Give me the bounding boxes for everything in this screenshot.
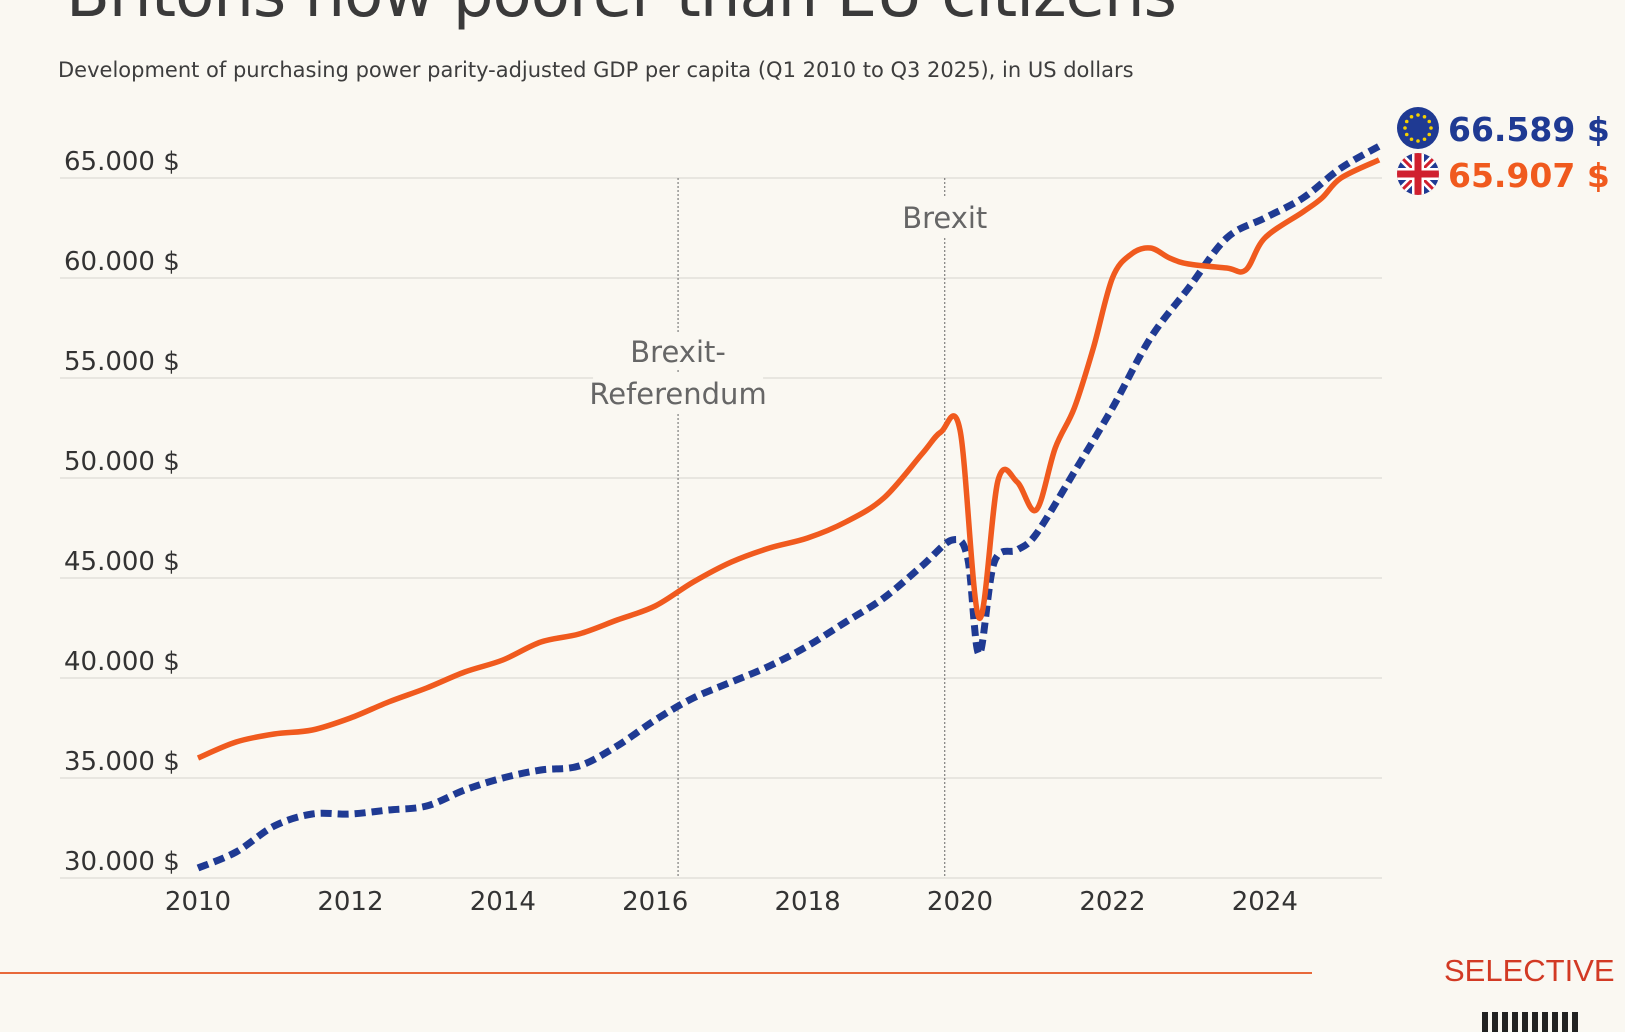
- annotation-bg: [593, 374, 764, 412]
- y-tick-label: 60.000 $: [64, 247, 180, 277]
- y-tick-label: 65.000 $: [64, 147, 180, 177]
- x-tick-label: 2012: [317, 887, 383, 917]
- annotation-label: Referendum: [589, 377, 766, 411]
- y-tick-label: 45.000 $: [64, 547, 180, 577]
- divider: [0, 972, 1312, 974]
- x-tick-label: 2020: [927, 887, 993, 917]
- x-tick-label: 2014: [470, 887, 536, 917]
- x-tick-label: 2010: [165, 887, 231, 917]
- y-tick-label: 55.000 $: [64, 347, 180, 377]
- annotation-bg: [618, 332, 738, 370]
- y-tick-label: 50.000 $: [64, 447, 180, 477]
- eu-star: [1427, 119, 1432, 124]
- x-tick-label: 2016: [622, 887, 688, 917]
- eu-star: [1409, 114, 1414, 119]
- qr-code: [1482, 1012, 1582, 1032]
- uk-value-label: 65.907 $: [1448, 156, 1610, 195]
- annotation-label: Brexit: [902, 201, 987, 235]
- x-tick-label: 2022: [1079, 887, 1145, 917]
- chart-subtitle: Development of purchasing power parity-a…: [58, 58, 1134, 82]
- brand-logo: SELECTIVE: [1444, 953, 1615, 988]
- eu-star: [1422, 137, 1427, 142]
- eu-star: [1427, 132, 1432, 137]
- eu-star: [1422, 114, 1427, 119]
- eu-star: [1404, 119, 1409, 124]
- eu-star: [1416, 113, 1420, 117]
- eu-star: [1404, 132, 1409, 137]
- eu-flag-icon: [1397, 107, 1439, 149]
- eu-star: [1429, 126, 1433, 130]
- x-tick-label: 2018: [775, 887, 841, 917]
- y-tick-label: 30.000 $: [64, 847, 180, 877]
- annotation-label: Brexit-: [630, 335, 726, 369]
- y-tick-label: 40.000 $: [64, 647, 180, 677]
- y-tick-label: 35.000 $: [64, 747, 180, 777]
- eu-star: [1416, 139, 1420, 143]
- eu-star: [1409, 137, 1414, 142]
- x-tick-label: 2024: [1232, 887, 1298, 917]
- uk-series-line: [196, 157, 1381, 761]
- annotation-bg: [893, 198, 996, 236]
- eu-value-label: 66.589 $: [1448, 110, 1610, 149]
- chart-title: Britons now poorer than EU citizens: [66, 0, 1177, 32]
- uk-flag-icon: [1397, 153, 1439, 195]
- eu-series-line: [196, 143, 1381, 872]
- eu-star: [1403, 126, 1407, 130]
